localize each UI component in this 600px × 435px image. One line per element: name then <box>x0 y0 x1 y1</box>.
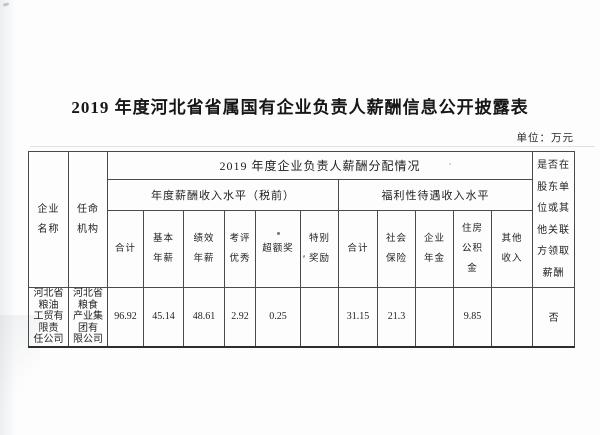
cell-excess-bonus: 0.25 <box>255 287 301 347</box>
header-other-income: 其他 收入 <box>490 210 534 288</box>
scan-artifact-line <box>30 146 595 147</box>
header-special-reward: 特别 奖励 <box>300 210 339 288</box>
header-performance-salary: 绩效 年薪 <box>183 210 225 288</box>
cell-social-insurance: 21.3 <box>377 287 416 347</box>
header-row-1: 企业 名称 任命 机构 2019 年度企业负责人薪酬分配情况 是否在 股东单 位… <box>28 151 576 288</box>
header-distribution-group: 2019 年度企业负责人薪酬分配情况 <box>106 151 534 180</box>
header-row-3: 合计 基本 年薪 绩效 年薪 考评 优秀 超额奖 特别 奖励 合计 社会 保险 … <box>29 210 575 288</box>
header-welfare-total: 合计 <box>338 210 378 288</box>
cell-welfare-total: 31.15 <box>338 287 378 347</box>
cell-base-salary: 45.14 <box>143 287 184 347</box>
cell-appointing-agency: 河北省粮食 产业集团有 限公司 <box>68 287 108 347</box>
cell-housing-fund: 9.85 <box>453 287 492 347</box>
header-social-insurance: 社会 保险 <box>377 210 416 288</box>
unit-note: 单位：万元 <box>516 133 574 144</box>
cell-special-reward <box>300 287 339 347</box>
header-row-2: 年度薪酬收入水平（税前） 福利性待遇收入水平 <box>29 179 575 211</box>
header-excess-bonus: 超额奖 <box>255 210 301 288</box>
cell-performance-salary: 48.61 <box>183 287 225 347</box>
header-welfare-group: 福利性待遇收入水平 <box>337 179 534 211</box>
header-housing-fund: 住房 公积 金 <box>453 210 492 288</box>
header-salary-total: 合计 <box>107 210 144 288</box>
cell-other-income <box>490 287 534 347</box>
data-row: 河北省粮油 工贸有限责 任公司 河北省粮食 产业集团有 限公司 96.92 45… <box>28 287 576 347</box>
cell-enterprise-name: 河北省粮油 工贸有限责 任公司 <box>28 287 69 347</box>
header-salary-group: 年度薪酬收入水平（税前） <box>107 179 339 211</box>
cell-appraisal-excellence: 2.92 <box>224 287 256 347</box>
cell-related-party-answer: 否 <box>532 287 576 347</box>
header-enterprise-name: 企业 名称 <box>28 151 69 288</box>
scan-corner-mark <box>2 2 10 7</box>
header-related-party: 是否在 股东单 位或其 他关联 方领取 薪酬 <box>532 151 576 288</box>
cell-salary-total: 96.92 <box>107 287 144 347</box>
header-appraisal-excellence: 考评 优秀 <box>224 210 256 288</box>
cell-enterprise-annuity <box>415 287 454 347</box>
salary-disclosure-table: 企业 名称 任命 机构 2019 年度企业负责人薪酬分配情况 是否在 股东单 位… <box>28 151 576 348</box>
header-enterprise-annuity: 企业 年金 <box>415 210 454 288</box>
header-appointing-agency: 任命 机构 <box>68 151 108 288</box>
scan-edge-shadow <box>0 0 16 435</box>
page-title: 2019 年度河北省省属国有企业负责人薪酬信息公开披露表 <box>71 98 529 117</box>
header-base-salary: 基本 年薪 <box>143 210 184 288</box>
